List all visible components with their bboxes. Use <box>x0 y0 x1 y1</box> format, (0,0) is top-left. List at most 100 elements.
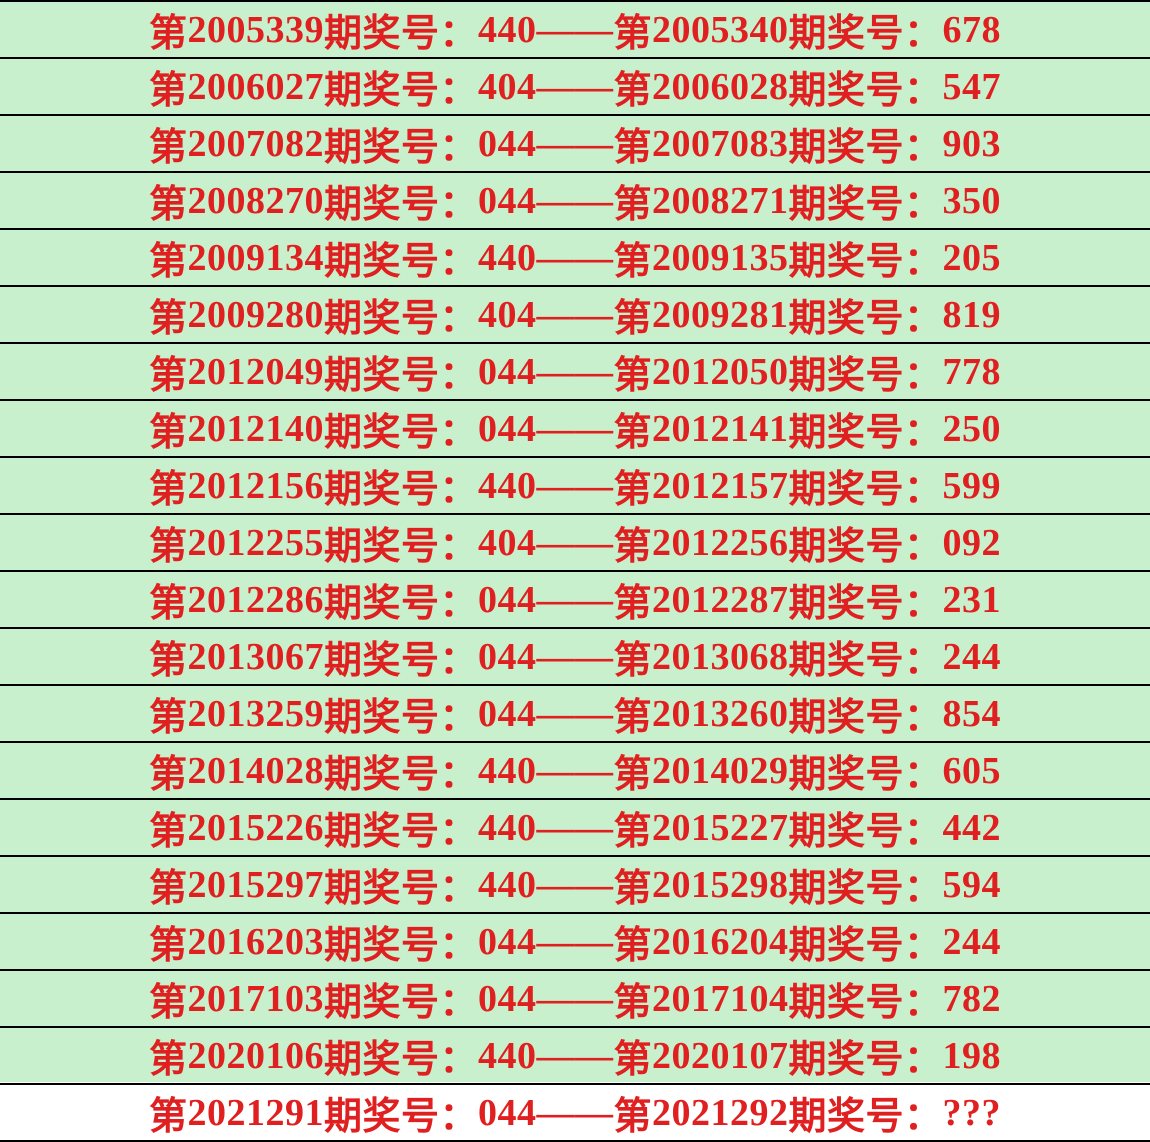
mid: 期奖号： <box>789 857 943 912</box>
mid: 期奖号： <box>789 572 943 627</box>
issue-a: 2021291 <box>187 1091 324 1135</box>
issue-a: 2014028 <box>187 749 324 793</box>
mid: 期奖号： <box>789 743 943 798</box>
issue-b: 2012256 <box>652 521 789 565</box>
mid: 期奖号： <box>789 1028 943 1083</box>
prefix: 第 <box>149 458 188 513</box>
num-b: 231 <box>943 578 1002 622</box>
prefix: 第 <box>149 116 188 171</box>
separator: —— <box>537 749 614 793</box>
prefix: 第 <box>614 914 653 969</box>
prefix: 第 <box>614 2 653 57</box>
table-row: 第2006027期奖号：404——第2006028期奖号：547 <box>0 59 1150 116</box>
prefix: 第 <box>614 572 653 627</box>
separator: —— <box>537 692 614 736</box>
separator: —— <box>537 8 614 52</box>
issue-b: 2012141 <box>652 407 789 451</box>
table-row: 第2012156期奖号：440——第2012157期奖号：599 <box>0 458 1150 515</box>
num-b: 678 <box>943 8 1002 52</box>
separator: —— <box>537 920 614 964</box>
table-row: 第2012140期奖号：044——第2012141期奖号：250 <box>0 401 1150 458</box>
separator: —— <box>537 1034 614 1078</box>
mid: 期奖号： <box>789 629 943 684</box>
issue-b: 2006028 <box>652 65 789 109</box>
mid: 期奖号： <box>324 230 478 285</box>
table-row: 第2005339期奖号：440——第2005340期奖号：678 <box>0 2 1150 59</box>
separator: —— <box>537 521 614 565</box>
mid: 期奖号： <box>324 59 478 114</box>
table-row: 第2016203期奖号：044——第2016204期奖号：244 <box>0 914 1150 971</box>
num-a: 404 <box>478 521 537 565</box>
prefix: 第 <box>149 1028 188 1083</box>
num-b: 903 <box>943 122 1002 166</box>
num-b: 778 <box>943 350 1002 394</box>
separator: —— <box>537 863 614 907</box>
num-a: 044 <box>478 920 537 964</box>
mid: 期奖号： <box>324 629 478 684</box>
prefix: 第 <box>614 629 653 684</box>
num-b: 594 <box>943 863 1002 907</box>
mid: 期奖号： <box>789 2 943 57</box>
separator: —— <box>537 293 614 337</box>
num-a: 044 <box>478 692 537 736</box>
table-row: 第2021291期奖号：044——第2021292期奖号：??? <box>0 1085 1150 1142</box>
separator: —— <box>537 122 614 166</box>
issue-a: 2006027 <box>187 65 324 109</box>
issue-a: 2009134 <box>187 236 324 280</box>
issue-a: 2012140 <box>187 407 324 451</box>
issue-a: 2013259 <box>187 692 324 736</box>
num-a: 044 <box>478 350 537 394</box>
num-a: 440 <box>478 863 537 907</box>
prefix: 第 <box>614 458 653 513</box>
mid: 期奖号： <box>789 686 943 741</box>
issue-a: 2020106 <box>187 1034 324 1078</box>
prefix: 第 <box>149 572 188 627</box>
issue-a: 2012049 <box>187 350 324 394</box>
prefix: 第 <box>614 971 653 1026</box>
num-a: 044 <box>478 179 537 223</box>
num-a: 044 <box>478 122 537 166</box>
prefix: 第 <box>149 401 188 456</box>
mid: 期奖号： <box>324 287 478 342</box>
issue-b: 2014029 <box>652 749 789 793</box>
prefix: 第 <box>149 971 188 1026</box>
mid: 期奖号： <box>789 971 943 1026</box>
table-row: 第2013067期奖号：044——第2013068期奖号：244 <box>0 629 1150 686</box>
table-row: 第2013259期奖号：044——第2013260期奖号：854 <box>0 686 1150 743</box>
table-row: 第2015297期奖号：440——第2015298期奖号：594 <box>0 857 1150 914</box>
mid: 期奖号： <box>789 515 943 570</box>
mid: 期奖号： <box>789 401 943 456</box>
table-row: 第2017103期奖号：044——第2017104期奖号：782 <box>0 971 1150 1028</box>
issue-b: 2015298 <box>652 863 789 907</box>
mid: 期奖号： <box>789 1085 943 1140</box>
issue-a: 2012156 <box>187 464 324 508</box>
mid: 期奖号： <box>324 401 478 456</box>
table-row: 第2012049期奖号：044——第2012050期奖号：778 <box>0 344 1150 401</box>
separator: —— <box>537 236 614 280</box>
issue-a: 2017103 <box>187 977 324 1021</box>
prefix: 第 <box>614 287 653 342</box>
prefix: 第 <box>149 629 188 684</box>
num-a: 440 <box>478 236 537 280</box>
mid: 期奖号： <box>324 857 478 912</box>
table-row: 第2015226期奖号：440——第2015227期奖号：442 <box>0 800 1150 857</box>
separator: —— <box>537 977 614 1021</box>
prefix: 第 <box>149 857 188 912</box>
issue-b: 2008271 <box>652 179 789 223</box>
issue-b: 2020107 <box>652 1034 789 1078</box>
issue-b: 2012157 <box>652 464 789 508</box>
table-row: 第2008270期奖号：044——第2008271期奖号：350 <box>0 173 1150 230</box>
table-row: 第2007082期奖号：044——第2007083期奖号：903 <box>0 116 1150 173</box>
prefix: 第 <box>149 2 188 57</box>
mid: 期奖号： <box>324 116 478 171</box>
issue-a: 2012255 <box>187 521 324 565</box>
prefix: 第 <box>614 857 653 912</box>
prefix: 第 <box>149 344 188 399</box>
issue-b: 2017104 <box>652 977 789 1021</box>
mid: 期奖号： <box>324 344 478 399</box>
issue-b: 2015227 <box>652 806 789 850</box>
num-b: ??? <box>943 1091 1002 1135</box>
prefix: 第 <box>614 116 653 171</box>
issue-a: 2009280 <box>187 293 324 337</box>
issue-a: 2015226 <box>187 806 324 850</box>
